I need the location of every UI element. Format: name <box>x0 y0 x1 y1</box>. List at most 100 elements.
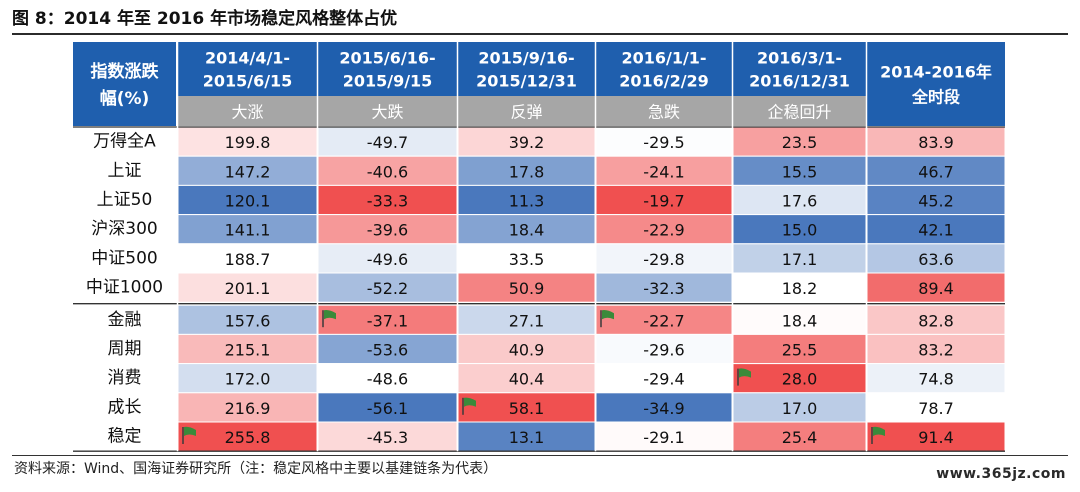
row-label: 沪深300 <box>91 219 157 239</box>
cell-value: -48.6 <box>367 370 408 389</box>
cell-value: -49.7 <box>367 133 408 152</box>
cell-value: 23.5 <box>782 133 818 152</box>
cell-value: 78.7 <box>918 399 954 418</box>
column-period-line2: 2015/6/15 <box>203 72 293 91</box>
row-label: 稳定 <box>108 427 142 447</box>
phase-header-2 <box>318 96 457 126</box>
cell-value: 40.4 <box>509 370 545 389</box>
heatmap-cell <box>732 333 867 365</box>
cell-value: 201.1 <box>225 279 271 298</box>
flag-icon <box>324 310 336 320</box>
column-period-line1: 2014-2016年 <box>880 63 992 82</box>
cell-value: 42.1 <box>918 221 954 240</box>
cell-value: -34.9 <box>643 399 684 418</box>
row-label: 成长 <box>108 397 142 417</box>
title-rule <box>12 33 1068 35</box>
heatmap-cell <box>177 304 318 335</box>
heatmap-cell <box>866 333 1006 365</box>
heatmap-cell <box>866 155 1006 186</box>
cell-value: -32.3 <box>643 279 684 298</box>
heatmap-cell <box>317 214 458 245</box>
cell-value: 50.9 <box>509 279 545 298</box>
heatmap-cell <box>732 126 867 157</box>
cell-value: 172.0 <box>225 370 271 389</box>
cell-value: 89.4 <box>918 279 954 298</box>
heatmap-cell <box>457 392 596 423</box>
cell-value: -29.4 <box>643 370 684 389</box>
heatmap-cell <box>732 272 867 303</box>
cell-value: 74.8 <box>918 370 954 389</box>
heatmap-cell <box>866 184 1006 216</box>
cell-value: 28.0 <box>782 370 818 389</box>
heatmap-cell <box>317 272 458 303</box>
flag-icon <box>184 426 196 436</box>
cell-value: -45.3 <box>367 428 408 447</box>
cell-value: 15.5 <box>782 162 818 181</box>
cell-value: -29.1 <box>643 428 684 447</box>
cell-value: 17.8 <box>509 162 545 181</box>
column-period-line1: 2015/9/16- <box>478 49 574 68</box>
column-period-line2: 2016/12/31 <box>749 72 850 91</box>
row-label: 中证500 <box>91 248 157 268</box>
phase-header-1 <box>178 96 317 126</box>
column-header-2 <box>318 42 457 96</box>
source-note: 资料来源：Wind、国海证券研究所（注：稳定风格中主要以基建链条为代表） <box>14 461 498 477</box>
column-header-5 <box>733 42 866 96</box>
cell-value: 18.4 <box>782 311 818 330</box>
cell-value: -49.6 <box>367 250 408 269</box>
heatmap-cell <box>457 184 596 216</box>
cell-value: 46.7 <box>918 162 954 181</box>
column-period-line2: 2015/12/31 <box>476 72 577 91</box>
heatmap-cell <box>595 272 733 303</box>
cell-value: -52.2 <box>367 279 408 298</box>
heatmap-cell <box>457 214 596 245</box>
flag-icon <box>602 310 614 320</box>
row-label: 上证50 <box>97 190 153 210</box>
cell-value: 58.1 <box>509 399 545 418</box>
heatmap-cell <box>595 126 733 157</box>
cell-value: -37.1 <box>367 311 408 330</box>
cell-value: -29.8 <box>643 250 684 269</box>
phase-label: 大跌 <box>371 103 403 122</box>
row-label: 中证1000 <box>86 278 163 298</box>
heatmap-cell <box>866 421 1006 452</box>
cell-value: 147.2 <box>225 162 271 181</box>
cell-value: 141.1 <box>225 221 271 240</box>
watermark: www.365jz.com <box>936 466 1066 482</box>
row-label: 周期 <box>108 339 142 359</box>
cell-value: 157.6 <box>225 311 271 330</box>
heatmap-cell <box>732 421 867 452</box>
cell-value: 45.2 <box>918 192 954 211</box>
heatmap-cell <box>866 272 1006 303</box>
cell-value: 120.1 <box>225 192 271 211</box>
cell-value: 91.4 <box>918 428 954 447</box>
cell-value: -40.6 <box>367 162 408 181</box>
heatmap-cell <box>866 392 1006 423</box>
cell-value: 18.2 <box>782 279 818 298</box>
heatmap-cell <box>457 304 596 335</box>
phase-header-4 <box>596 96 732 126</box>
cell-value: 255.8 <box>225 428 271 447</box>
cell-value: -29.5 <box>643 133 684 152</box>
column-header-4 <box>596 42 732 96</box>
cell-value: 83.2 <box>918 341 954 360</box>
heatmap-cell <box>732 155 867 186</box>
column-header-3 <box>458 42 595 96</box>
heatmap-cell <box>317 155 458 186</box>
column-period-line1: 2016/1/1- <box>621 49 706 68</box>
heatmap-cell <box>866 363 1006 394</box>
heatmap-cell <box>732 304 867 335</box>
phase-label: 反弹 <box>510 103 542 122</box>
cell-value: -29.6 <box>643 341 684 360</box>
cell-value: 17.6 <box>782 192 818 211</box>
heatmap-cell <box>317 333 458 365</box>
heatmap-cell <box>866 304 1006 335</box>
heatmap-cell <box>317 126 458 157</box>
cell-value: 18.4 <box>509 221 545 240</box>
cell-value: 40.9 <box>509 341 545 360</box>
cell-value: -53.6 <box>367 341 408 360</box>
phase-header-5 <box>733 96 866 126</box>
heatmap-cell <box>177 363 318 394</box>
cell-value: 216.9 <box>225 399 271 418</box>
column-period-line1: 2016/3/1- <box>757 49 842 68</box>
